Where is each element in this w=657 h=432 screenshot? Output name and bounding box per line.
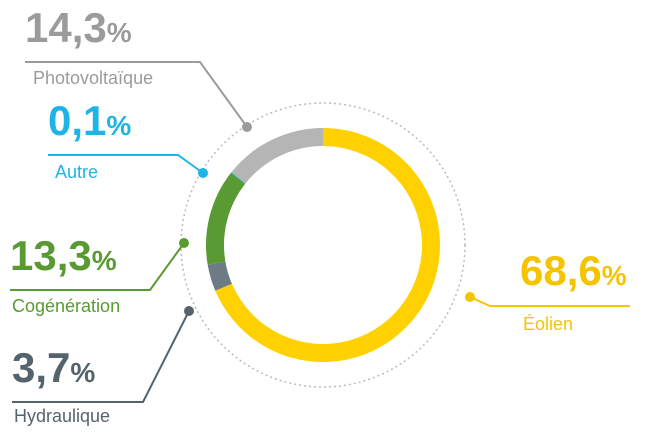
leader-dot: [179, 238, 189, 248]
leader-line: [25, 61, 248, 128]
value-label: 13,3%: [10, 232, 117, 279]
value-label: 14,3%: [25, 4, 132, 51]
leader-line: [10, 242, 185, 291]
leader-line: [12, 310, 190, 403]
value-label: 0,1%: [48, 97, 131, 144]
leader-line: [48, 154, 204, 174]
leader-line: [469, 296, 630, 307]
leader-dot: [184, 306, 194, 316]
category-label: Autre: [55, 162, 98, 182]
donut-slice: [207, 261, 232, 291]
donut-slice: [231, 172, 246, 184]
value-label: 68,6%: [520, 247, 627, 294]
leader-dot: [198, 168, 208, 178]
category-label: Éolien: [523, 314, 573, 334]
donut-slice: [231, 127, 323, 184]
category-label: Cogénération: [12, 296, 120, 316]
leader-dot: [465, 292, 475, 302]
donut-slice: [206, 172, 246, 265]
value-label: 3,7%: [12, 344, 95, 391]
leaders: [10, 61, 630, 403]
dots: [179, 122, 475, 316]
category-label: Photovoltaïque: [33, 68, 153, 88]
leader-dot: [242, 122, 252, 132]
category-label: Hydraulique: [14, 406, 110, 426]
